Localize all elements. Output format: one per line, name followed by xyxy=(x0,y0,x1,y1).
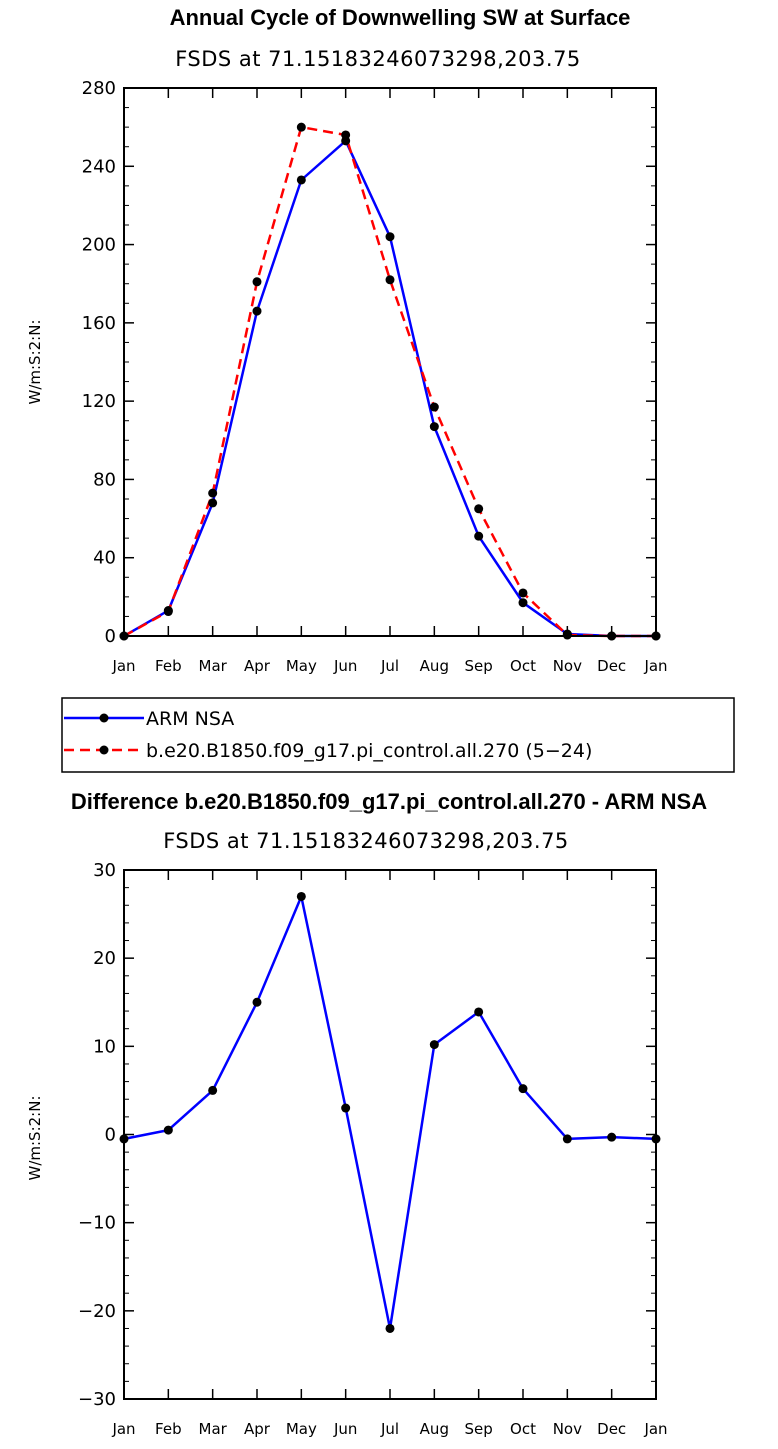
y-tick-label: 10 xyxy=(93,1036,116,1057)
data-point xyxy=(385,1323,395,1333)
legend-marker-arm xyxy=(99,713,109,723)
series-line-0 xyxy=(123,139,656,638)
y-tick-label: 280 xyxy=(82,78,116,99)
x-tick-label: Jul xyxy=(380,1420,399,1438)
legend: ARM NSA b.e20.B1850.f09_g17.pi_control.a… xyxy=(61,697,735,773)
legend-label-model: b.e20.B1850.f09_g17.pi_control.all.270 (… xyxy=(146,740,592,762)
x-tick-label: Feb xyxy=(155,1420,182,1438)
x-tick-label: Jan xyxy=(643,657,667,675)
data-point xyxy=(208,488,218,498)
x-tick-label: Jul xyxy=(380,657,399,675)
data-point xyxy=(341,130,351,140)
x-tick-label: Feb xyxy=(155,657,182,675)
y-tick-label: 120 xyxy=(82,391,116,412)
legend-marker-model xyxy=(99,745,109,755)
data-point xyxy=(163,607,173,617)
x-tick-label: Dec xyxy=(597,1420,626,1438)
x-tick-label: Mar xyxy=(199,1420,228,1438)
y-tick-label: 80 xyxy=(93,469,116,490)
chart-title: Annual Cycle of Downwelling SW at Surfac… xyxy=(170,5,631,30)
chart-subtitle: FSDS at 71.15183246073298,203.75 xyxy=(175,47,581,71)
x-tick-label: May xyxy=(286,1420,317,1438)
data-point xyxy=(208,498,218,508)
x-tick-label: Aug xyxy=(420,1420,449,1438)
series-line-0 xyxy=(123,895,657,1330)
plot-frame xyxy=(123,869,657,1400)
data-point xyxy=(252,277,262,287)
x-tick-label: Aug xyxy=(420,657,449,675)
data-point xyxy=(252,306,262,316)
x-tick-label: Nov xyxy=(553,1420,582,1438)
data-point xyxy=(341,1103,351,1113)
x-tick-label: Jun xyxy=(333,1420,357,1438)
plot-frame xyxy=(123,87,657,637)
y-tick-label: 30 xyxy=(93,860,116,881)
y-tick-label: 0 xyxy=(105,1125,116,1146)
y-tick-label: −20 xyxy=(78,1301,116,1322)
x-tick-label: Apr xyxy=(244,657,271,675)
x-tick-label: Dec xyxy=(597,657,626,675)
y-tick-label: 0 xyxy=(105,626,116,647)
data-point xyxy=(163,1125,173,1135)
data-point xyxy=(518,588,528,598)
series-layer xyxy=(119,891,661,1333)
data-point xyxy=(385,275,395,285)
data-point xyxy=(429,422,439,432)
y-tick-label: 160 xyxy=(82,313,116,334)
data-point xyxy=(518,1084,528,1094)
data-point xyxy=(474,504,484,514)
x-tick-label: Sep xyxy=(465,1420,493,1438)
x-tick-label: Apr xyxy=(244,1420,271,1438)
y-tick-label: 20 xyxy=(93,948,116,969)
data-point xyxy=(208,1085,218,1095)
y-axis-label: W/m:S:2:N: xyxy=(26,320,44,405)
x-tick-label: Jan xyxy=(643,1420,667,1438)
chart-title: Difference b.e20.B1850.f09_g17.pi_contro… xyxy=(71,789,707,814)
y-tick-label: 40 xyxy=(93,548,116,569)
x-tick-label: Jan xyxy=(111,657,135,675)
x-tick-label: Oct xyxy=(510,657,536,675)
x-tick-label: Jun xyxy=(333,657,357,675)
panel-difference: Difference b.e20.B1850.f09_g17.pi_contro… xyxy=(26,789,707,1438)
y-tick-label: 240 xyxy=(82,156,116,177)
data-point xyxy=(607,1132,617,1142)
data-point xyxy=(296,175,306,185)
panel-annual-cycle: Annual Cycle of Downwelling SW at Surfac… xyxy=(26,5,668,675)
x-tick-label: Jan xyxy=(111,1420,135,1438)
legend-label-arm: ARM NSA xyxy=(146,708,234,730)
x-tick-label: Sep xyxy=(465,657,493,675)
y-axis-label: W/m:S:2:N: xyxy=(26,1096,44,1181)
x-tick-label: Oct xyxy=(510,1420,536,1438)
data-point xyxy=(385,232,395,242)
chart-subtitle: FSDS at 71.15183246073298,203.75 xyxy=(163,829,569,853)
data-point xyxy=(562,1134,572,1144)
x-tick-label: May xyxy=(286,657,317,675)
data-point xyxy=(518,598,528,608)
data-point xyxy=(474,1007,484,1017)
axes: 0 40 80 120 160 200 240 280 Jan Feb Mar Apr May Jun Ju… xyxy=(82,78,668,675)
series-line-1 xyxy=(123,125,656,638)
data-point xyxy=(296,122,306,132)
y-tick-label: −30 xyxy=(78,1389,116,1410)
series-layer xyxy=(119,122,661,641)
x-tick-label: Mar xyxy=(199,657,228,675)
data-point xyxy=(429,402,439,412)
data-point xyxy=(474,531,484,541)
legend-box xyxy=(61,697,735,773)
axes: −30 −20 −10 0 10 20 30 Jan Feb Mar Apr May Jun Jul Aug… xyxy=(78,860,668,1438)
y-tick-label: 200 xyxy=(82,235,116,256)
data-point xyxy=(296,891,306,901)
data-point xyxy=(252,997,262,1007)
x-tick-label: Nov xyxy=(553,657,582,675)
data-point xyxy=(429,1040,439,1050)
y-tick-label: −10 xyxy=(78,1213,116,1234)
